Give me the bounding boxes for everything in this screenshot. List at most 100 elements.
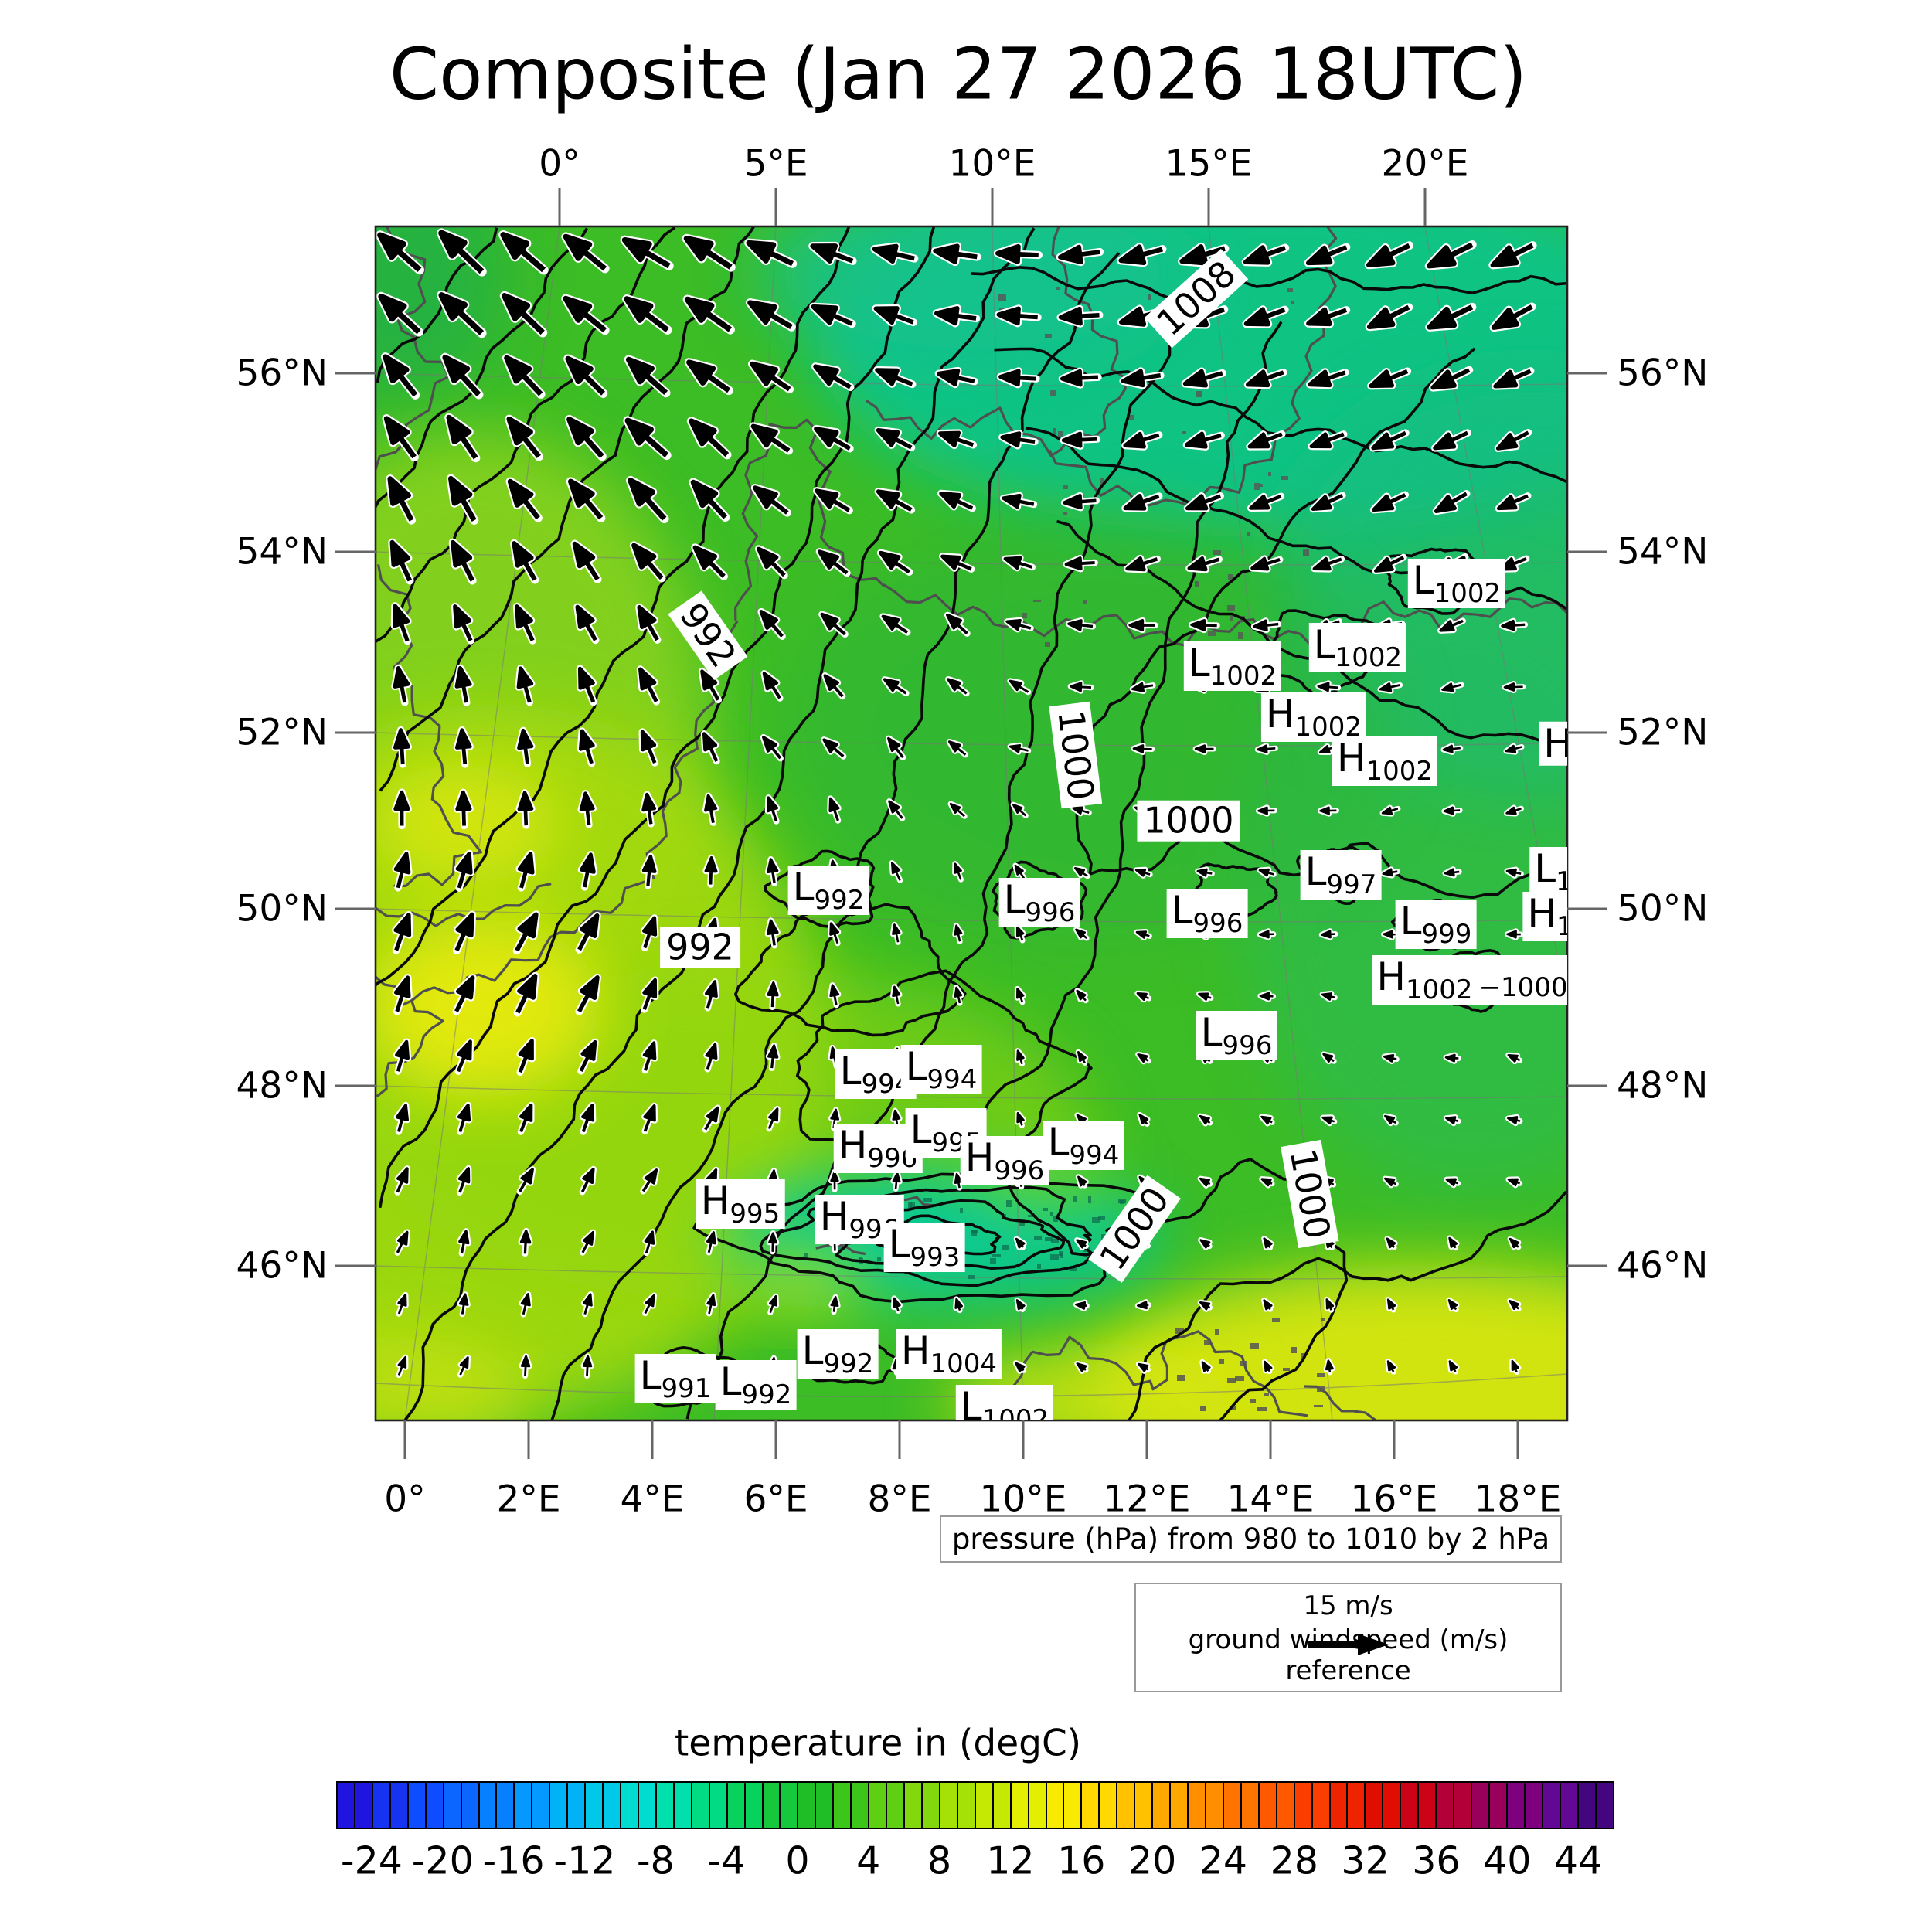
colorbar-segment: [390, 1783, 409, 1828]
colorbar-segment: [1117, 1783, 1136, 1828]
map-frame: [374, 225, 1569, 1422]
left-axis-label: 48°N: [236, 1064, 328, 1107]
colorbar-tick-label: -16: [482, 1838, 545, 1883]
colorbar-segment: [1560, 1783, 1579, 1828]
pressure-caption: pressure (hPa) from 980 to 1010 by 2 hPa: [951, 1522, 1550, 1556]
colorbar-tick-label: 40: [1483, 1838, 1532, 1883]
top-axis-label: 15°E: [1165, 142, 1253, 185]
colorbar-segment: [674, 1783, 692, 1828]
colorbar-segment: [355, 1783, 373, 1828]
colorbar-segment: [1348, 1783, 1366, 1828]
bottom-axis-label: 18°E: [1474, 1478, 1562, 1521]
bottom-axis-label: 8°E: [867, 1478, 932, 1521]
colorbar-segment: [975, 1783, 994, 1828]
right-axis-label: 48°N: [1617, 1064, 1709, 1107]
colorbar-segment: [1082, 1783, 1100, 1828]
colorbar-segment: [1525, 1783, 1543, 1828]
colorbar-segment: [461, 1783, 480, 1828]
temperature-colorbar: [336, 1781, 1614, 1829]
colorbar-segment: [1472, 1783, 1490, 1828]
colorbar-segment: [1277, 1783, 1295, 1828]
left-axis-label: 46°N: [236, 1244, 328, 1287]
colorbar-segment: [727, 1783, 746, 1828]
colorbar-tick-label: 4: [856, 1838, 881, 1883]
colorbar-segment: [1011, 1783, 1029, 1828]
colorbar-tick-label: -8: [636, 1838, 675, 1883]
temperature-blob: [947, 1343, 1233, 1420]
colorbar-segment: [1366, 1783, 1384, 1828]
right-axis-label: 50°N: [1617, 887, 1709, 930]
right-axis-label: 52°N: [1617, 711, 1709, 754]
colorbar-segment: [1419, 1783, 1437, 1828]
colorbar-segment: [745, 1783, 764, 1828]
colorbar-tick-label: 28: [1270, 1838, 1318, 1883]
axis-ticks: [335, 188, 1607, 1459]
colorbar-segment: [1543, 1783, 1561, 1828]
temperature-blob: [376, 764, 560, 883]
colorbar-segment: [426, 1783, 444, 1828]
colorbar-segment: [550, 1783, 569, 1828]
left-axis-label: 54°N: [236, 530, 328, 573]
colorbar-segment: [586, 1783, 604, 1828]
colorbar-segment: [1171, 1783, 1189, 1828]
colorbar-tick-label: -24: [340, 1838, 403, 1883]
colorbar-segment: [568, 1783, 587, 1828]
colorbar-segment: [852, 1783, 870, 1828]
colorbar-segment: [497, 1783, 515, 1828]
colorbar-tick-label: 16: [1057, 1838, 1106, 1883]
bottom-axis-label: 12°E: [1103, 1478, 1191, 1521]
colorbar-tick-label: 8: [927, 1838, 952, 1883]
colorbar-segment: [372, 1783, 391, 1828]
colorbar-segment: [1578, 1783, 1597, 1828]
colorbar-segment: [1312, 1783, 1331, 1828]
colorbar-segment: [834, 1783, 852, 1828]
colorbar-tick-label: -20: [411, 1838, 474, 1883]
wind-reference-caption: ground windspeed (m/s) reference: [1188, 1624, 1509, 1686]
right-axis-label: 54°N: [1617, 530, 1709, 573]
colorbar-segment: [887, 1783, 905, 1828]
top-axis-label: 5°E: [743, 142, 808, 185]
bottom-axis-label: 10°E: [979, 1478, 1067, 1521]
colorbar-segment: [1401, 1783, 1420, 1828]
colorbar-segment: [338, 1783, 355, 1828]
colorbar-segment: [1153, 1783, 1172, 1828]
wind-reference-arrow-icon: [1308, 1634, 1389, 1655]
colorbar-segment: [940, 1783, 958, 1828]
colorbar-segment: [869, 1783, 888, 1828]
temperature-blob: [376, 1337, 531, 1420]
colorbar-segment: [1330, 1783, 1349, 1828]
colorbar-segment: [515, 1783, 533, 1828]
right-axis-label: 56°N: [1617, 352, 1709, 395]
colorbar-segment: [1596, 1783, 1613, 1828]
top-axis-label: 0°: [539, 142, 580, 185]
colorbar-segment: [621, 1783, 639, 1828]
colorbar-tick-label: 0: [785, 1838, 810, 1883]
bottom-axis-label: 14°E: [1226, 1478, 1315, 1521]
bottom-axis-label: 6°E: [743, 1478, 808, 1521]
colorbar-segment: [1135, 1783, 1154, 1828]
colorbar-tick-label: 44: [1553, 1838, 1603, 1883]
colorbar-segment: [532, 1783, 551, 1828]
colorbar-segment: [1064, 1783, 1083, 1828]
colorbar-segment: [1189, 1783, 1206, 1828]
bottom-axis-label: 4°E: [620, 1478, 685, 1521]
colorbar-segment: [798, 1783, 817, 1828]
colorbar-tick-label: 20: [1128, 1838, 1177, 1883]
colorbar-segment: [1507, 1783, 1526, 1828]
colorbar-segment: [1046, 1783, 1065, 1828]
top-axis-label: 10°E: [948, 142, 1036, 185]
colorbar-segment: [656, 1783, 675, 1828]
colorbar-tick-label: 36: [1412, 1838, 1461, 1883]
figure-title: Composite (Jan 27 2026 18UTC): [389, 32, 1528, 116]
map-inner: [376, 226, 1567, 1420]
colorbar-tick-label: 12: [986, 1838, 1035, 1883]
colorbar-segment: [1259, 1783, 1277, 1828]
top-axis-label: 20°E: [1381, 142, 1469, 185]
bottom-axis-label: 16°E: [1350, 1478, 1438, 1521]
left-axis-label: 56°N: [236, 352, 328, 395]
colorbar-segment: [408, 1783, 427, 1828]
colorbar-segment: [1029, 1783, 1047, 1828]
temperature-blob: [792, 513, 1389, 943]
colorbar-tick-label: 32: [1341, 1838, 1389, 1883]
